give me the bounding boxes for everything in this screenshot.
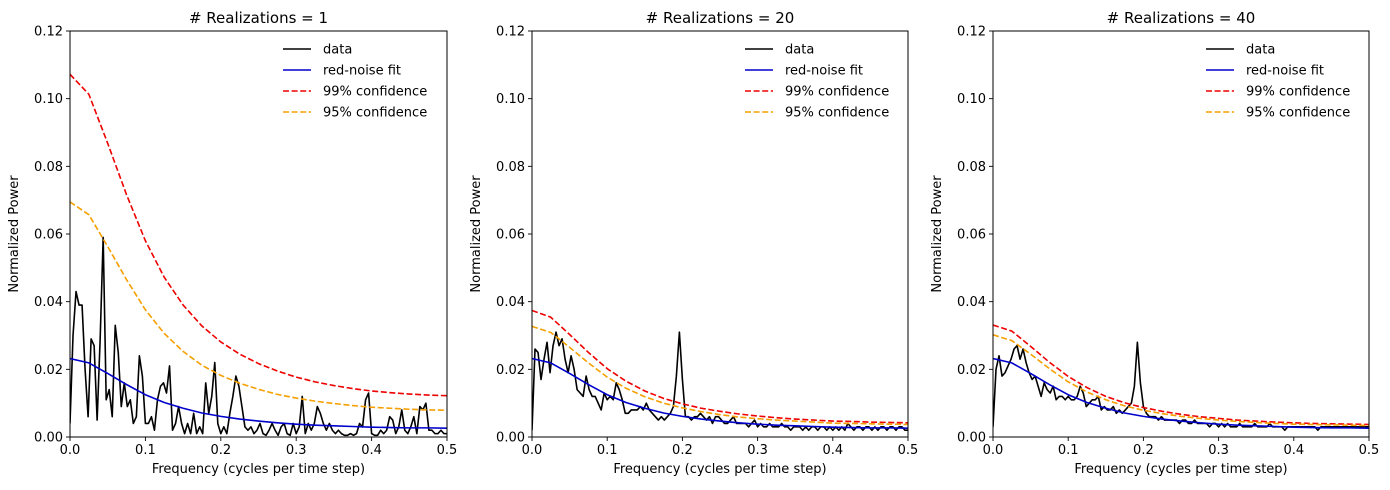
x-axis-label: Frequency (cycles per time step) (1074, 462, 1287, 477)
series-group (532, 309, 908, 432)
y-tick-label: 0.10 (957, 92, 986, 107)
legend-label: 99% confidence (323, 85, 427, 100)
x-tick-label: 0.5 (898, 443, 919, 458)
series-line-data (70, 236, 447, 437)
legend-label: 95% confidence (785, 106, 889, 121)
legend-label: 99% confidence (1246, 85, 1350, 100)
x-tick-label: 0.3 (1208, 443, 1229, 458)
chart-title: # Realizations = 40 (1107, 9, 1256, 27)
subplot-2: 0.0 0.1 0.2 0.3 0.4 0.5 0.00 0.02 0.04 0.06 0.08 0.… (469, 9, 918, 477)
legend-label: data (1246, 43, 1275, 58)
x-axis-label: Frequency (cycles per time step) (613, 462, 826, 477)
series-line-red-noise-fit (532, 357, 908, 429)
legend-label: red-noise fit (1246, 64, 1324, 79)
x-tick-label: 0.4 (822, 443, 843, 458)
y-tick-label: 0.06 (34, 228, 63, 243)
legend-label: 95% confidence (1246, 106, 1350, 121)
series-line-95-confidence (993, 334, 1369, 427)
y-tick-label: 0.02 (34, 363, 63, 378)
series-line-99-confidence (993, 324, 1369, 426)
x-tick-label: 0.3 (286, 443, 307, 458)
chart-title: # Realizations = 20 (646, 9, 795, 27)
legend-label: 99% confidence (785, 85, 889, 100)
x-tick-label: 0.1 (135, 443, 156, 458)
y-tick-label: 0.04 (496, 295, 525, 310)
x-tick-label: 0.5 (437, 443, 458, 458)
y-axis-label: Normalized Power (469, 175, 484, 293)
legend: data red-noise fit 99% confidence 95% confi… (283, 43, 427, 121)
y-tick-label: 0.06 (957, 228, 986, 243)
x-tick-label: 0.0 (983, 443, 1004, 458)
x-axis-label: Frequency (cycles per time step) (152, 462, 365, 477)
x-tick-label: 0.1 (1058, 443, 1079, 458)
subplot-1: 0.0 0.1 0.2 0.3 0.4 0.5 0.00 0.02 0.04 0.06 0.08 0.… (7, 9, 457, 477)
legend-label: 95% confidence (323, 106, 427, 121)
legend-label: red-noise fit (785, 64, 863, 79)
subplot-3: 0.0 0.1 0.2 0.3 0.4 0.5 0.00 0.02 0.04 0.06 0.08 0.… (930, 9, 1379, 477)
series-line-99-confidence (532, 309, 908, 424)
series-group (70, 73, 447, 437)
y-tick-label: 0.12 (957, 25, 986, 40)
y-tick-label: 0.00 (34, 431, 63, 446)
y-tick-label: 0.02 (957, 363, 986, 378)
y-tick-label: 0.10 (496, 92, 525, 107)
x-tick-label: 0.2 (1133, 443, 1154, 458)
y-tick-label: 0.02 (496, 363, 525, 378)
y-tick-label: 0.04 (957, 295, 986, 310)
y-tick-label: 0.10 (34, 92, 63, 107)
legend-label: red-noise fit (323, 64, 401, 79)
series-group (993, 324, 1369, 432)
series-line-red-noise-fit (993, 357, 1369, 429)
y-tick-label: 0.12 (34, 25, 63, 40)
y-tick-label: 0.00 (957, 431, 986, 446)
series-line-99-confidence (70, 73, 447, 397)
x-tick-label: 0.1 (597, 443, 618, 458)
series-line-red-noise-fit (70, 357, 447, 429)
x-tick-label: 0.5 (1359, 443, 1380, 458)
x-tick-label: 0.0 (60, 443, 81, 458)
series-line-95-confidence (70, 201, 447, 412)
x-tick-label: 0.2 (210, 443, 231, 458)
y-tick-label: 0.08 (496, 160, 525, 175)
legend: data red-noise fit 99% confidence 95% confi… (1206, 43, 1350, 121)
x-tick-label: 0.3 (747, 443, 768, 458)
y-axis-label: Normalized Power (7, 175, 22, 293)
x-tick-label: 0.2 (672, 443, 693, 458)
y-tick-label: 0.00 (496, 431, 525, 446)
chart-title: # Realizations = 1 (189, 9, 328, 27)
y-tick-label: 0.08 (34, 160, 63, 175)
x-tick-label: 0.4 (1283, 443, 1304, 458)
y-tick-label: 0.12 (496, 25, 525, 40)
legend-label: data (785, 43, 814, 58)
x-tick-label: 0.0 (522, 443, 543, 458)
series-line-data (532, 331, 908, 432)
y-tick-label: 0.08 (957, 160, 986, 175)
y-axis-label: Normalized Power (930, 175, 945, 293)
legend-label: data (323, 43, 352, 58)
series-line-95-confidence (532, 325, 908, 426)
legend: data red-noise fit 99% confidence 95% confi… (745, 43, 889, 121)
y-tick-label: 0.06 (496, 228, 525, 243)
x-tick-label: 0.4 (361, 443, 382, 458)
y-tick-label: 0.04 (34, 295, 63, 310)
